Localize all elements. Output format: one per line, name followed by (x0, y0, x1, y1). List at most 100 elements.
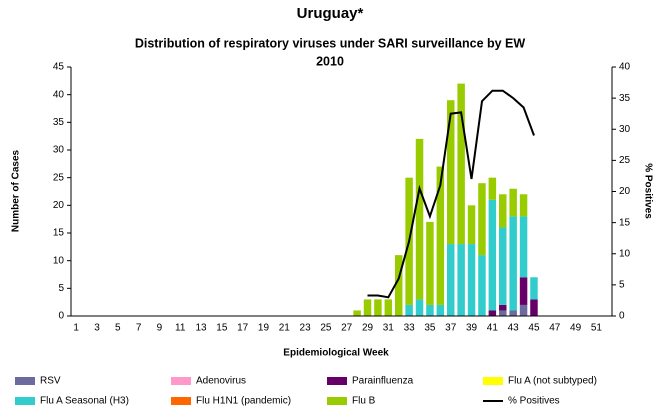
legend-swatch (15, 377, 35, 385)
y2-tick-label: 0 (619, 311, 625, 322)
x-tick-label: 9 (157, 323, 163, 334)
x-tick-label: 19 (258, 323, 270, 334)
legend-swatch (483, 377, 503, 385)
line-series (367, 89, 535, 299)
legend-label: % Positives (508, 396, 560, 407)
x-tick-label: 21 (279, 323, 291, 334)
bar-segment (519, 216, 528, 278)
bar-segment (353, 310, 361, 316)
y-tick-label: 40 (53, 89, 65, 100)
x-tick-label: 51 (591, 323, 603, 334)
x-tick-label: 33 (404, 323, 416, 334)
bar-segment (509, 216, 517, 311)
y2-tick-label: 35 (619, 93, 631, 104)
bar-segment (363, 299, 372, 316)
x-tick-label: 25 (320, 323, 332, 334)
legend-swatch (327, 377, 347, 385)
y-tick-label: 10 (53, 255, 65, 266)
bar-segment (446, 244, 455, 316)
x-tick-label: 43 (508, 323, 520, 334)
x-tick-label: 37 (445, 323, 457, 334)
bar-segment (519, 277, 528, 305)
x-tick-label: 31 (383, 323, 395, 334)
x-tick-label: 3 (94, 323, 100, 334)
x-tick-label: 13 (195, 323, 207, 334)
y-tick-label: 30 (53, 145, 65, 156)
x-tick-label: 45 (528, 323, 540, 334)
bar-segment (519, 194, 528, 217)
x-tick-label: 39 (466, 323, 478, 334)
x-tick-label: 5 (115, 323, 121, 334)
legend-label: RSV (40, 376, 61, 387)
x-tick-label: 7 (136, 323, 142, 334)
x-tick-label: 35 (424, 323, 436, 334)
bar-segment (374, 299, 382, 316)
y-tick-label: 35 (53, 117, 65, 128)
x-tick-label: 17 (237, 323, 249, 334)
y2-tick-label: 25 (619, 155, 631, 166)
bar-segment (457, 244, 465, 316)
bar-segment (415, 138, 424, 300)
legend-label: Flu B (352, 396, 376, 407)
x-tick-label: 15 (216, 323, 228, 334)
x-tick-label: 1 (73, 323, 79, 334)
legend-label: Adenovirus (196, 376, 246, 387)
y-axis-label: Number of Cases (11, 149, 22, 232)
bar-segment (499, 310, 507, 316)
legend-label: Flu A (not subtyped) (508, 376, 597, 387)
y-tick-label: 15 (53, 228, 65, 239)
bar-segment (509, 310, 517, 316)
legend-swatch (15, 397, 35, 405)
bar-segment (426, 304, 434, 316)
bar-segment (478, 183, 486, 256)
y-tick-label: 45 (53, 62, 65, 73)
bar-segment (499, 194, 507, 228)
x-tick-label: 27 (341, 323, 353, 334)
bar-segment (530, 277, 538, 300)
bar-segment (488, 177, 497, 200)
y2-axis-label: % Positives (642, 163, 653, 219)
y2-tick-label: 40 (619, 62, 631, 73)
x-tick-label: 29 (362, 323, 374, 334)
bar-segment (394, 255, 403, 316)
x-tick-label: 49 (570, 323, 582, 334)
y-tick-label: 20 (53, 200, 65, 211)
x-axis-label: Epidemiological Week (283, 348, 389, 359)
x-tick-label: 23 (300, 323, 312, 334)
x-tick-label: 47 (549, 323, 561, 334)
y2-tick-label: 20 (619, 186, 631, 197)
legend-swatch (327, 397, 347, 405)
y2-tick-label: 5 (619, 280, 625, 291)
bar-segment (436, 304, 445, 316)
bar-segment (478, 255, 486, 316)
bar-segment (499, 227, 507, 305)
y2-tick-label: 10 (619, 248, 631, 259)
chart-subtitle: Distribution of respiratory viruses unde… (135, 36, 526, 50)
bar-segment (519, 304, 528, 316)
bar-segment (467, 205, 476, 245)
y2-tick-label: 30 (619, 124, 631, 135)
legend-label: Flu A Seasonal (H3) (40, 396, 129, 407)
bar-segment (467, 244, 476, 316)
y-tick-label: 5 (58, 283, 64, 294)
y-tick-label: 25 (53, 172, 65, 183)
bar-segment (488, 199, 497, 311)
bar-segment (457, 83, 465, 245)
legend-swatch (171, 397, 191, 405)
bar-segment (499, 304, 507, 311)
bar-segment (488, 310, 497, 316)
bar-segment (436, 166, 445, 305)
bar-segment (446, 100, 455, 245)
bar-segment (384, 299, 393, 316)
bar-segment (530, 299, 538, 316)
legend-label: Flu H1N1 (pandemic) (196, 396, 291, 407)
x-tick-label: 11 (175, 323, 186, 334)
bar-segment (405, 304, 413, 316)
y2-tick-label: 15 (619, 217, 631, 228)
chart-title: Uruguay* (297, 5, 364, 22)
x-tick-label: 41 (487, 323, 499, 334)
legend-swatch (171, 377, 191, 385)
bar-segment (509, 188, 517, 217)
bar-segment (426, 221, 434, 305)
